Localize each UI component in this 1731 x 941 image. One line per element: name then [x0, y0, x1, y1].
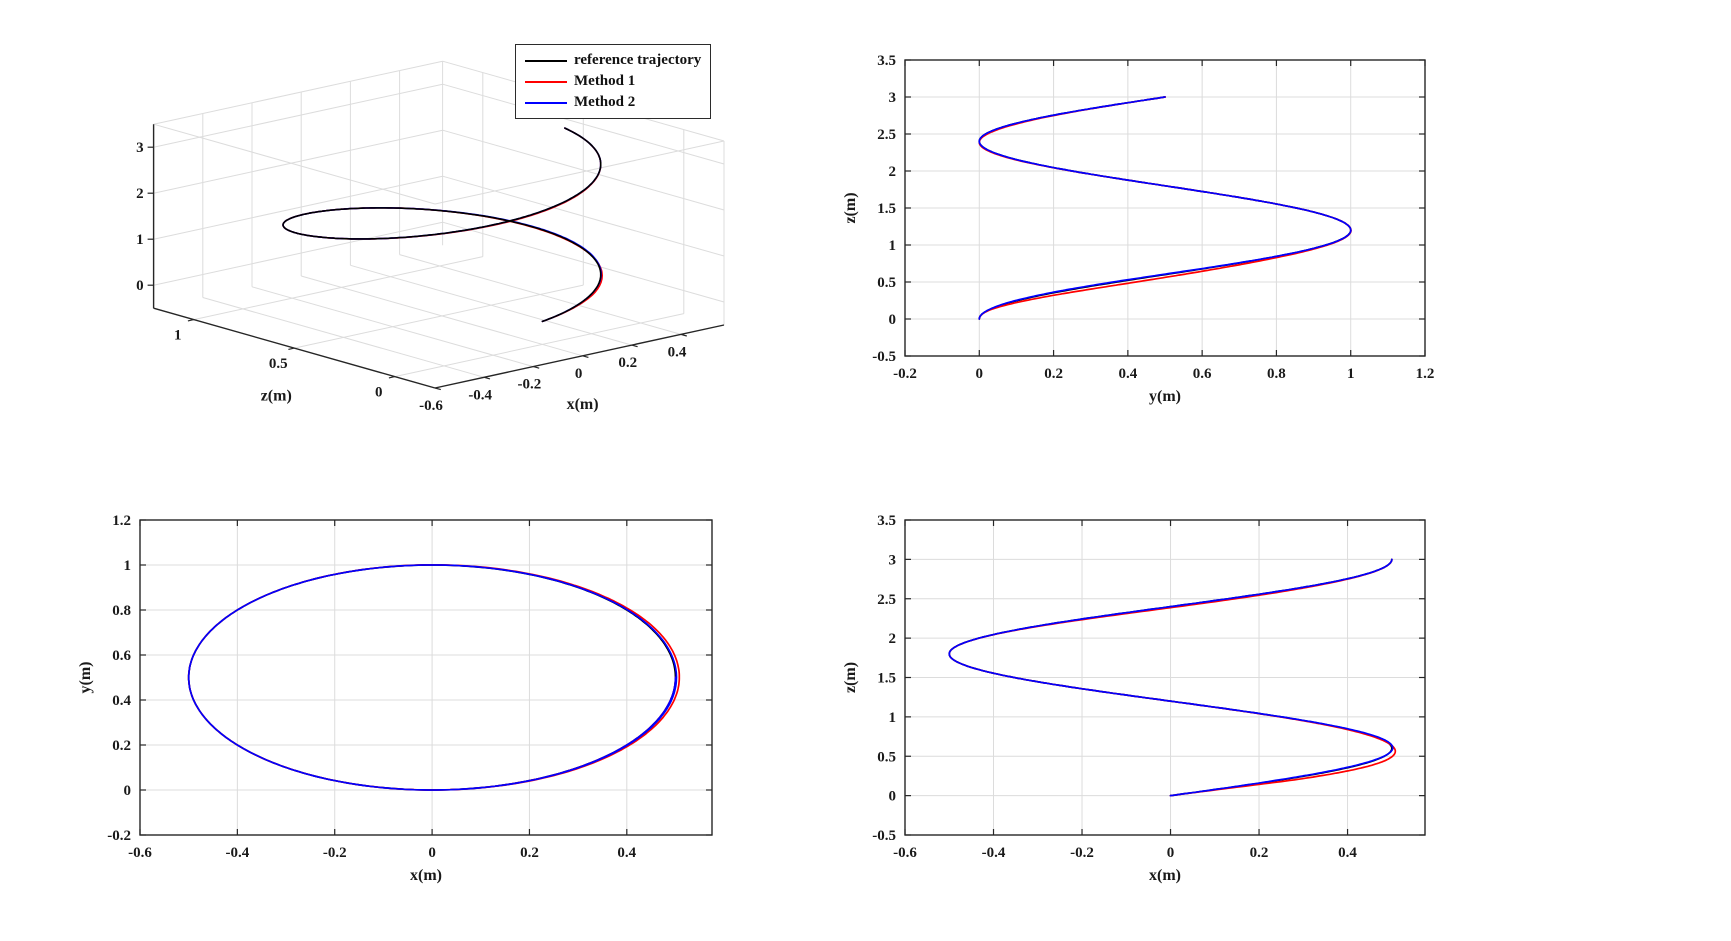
tick-marks [139, 519, 712, 836]
axis-text: 0.4 [668, 344, 687, 360]
plot-frame [139, 519, 713, 836]
axis-text: 0.4 [617, 845, 636, 861]
series-line3d-method-2 [282, 127, 602, 323]
axis-text: 3.5 [877, 53, 896, 69]
subplot-plot-3d: 0 1 2 3 0 0.5 1 -0.6 -0.4 -0.2 0 0.2 0.4 z(m) x(m) [136, 60, 725, 414]
axis-text: 0.5 [877, 275, 896, 291]
grid-3d [153, 60, 725, 389]
legend-label-method2: Method 2 [574, 94, 636, 110]
axis-text: -0.5 [872, 349, 896, 365]
axis-text: -0.2 [323, 845, 347, 861]
axis-text: -0.4 [225, 845, 249, 861]
axis-text: 1.5 [877, 671, 896, 687]
legend-label-method1: Method 1 [574, 73, 636, 89]
series-line3d-reference-trajectory [282, 127, 602, 323]
tick-marks [904, 519, 1425, 836]
legend-item-method2: Method 2 [525, 92, 702, 113]
axis-text: -0.6 [419, 398, 443, 414]
legend-line-swatch-method1 [525, 80, 567, 83]
axis-text: 1.5 [877, 201, 896, 217]
axis-text: 0.4 [1118, 366, 1137, 382]
axis-text: 0.6 [112, 648, 131, 664]
axis-text: 0.2 [1044, 366, 1063, 382]
axis-text: -0.2 [518, 377, 542, 393]
subplot-plot-xy: -0.6 -0.4 -0.2 0 0.2 0.4 -0.2 0 0.2 0.4 0.6 0.8 1 1.2… [77, 513, 713, 884]
axis-text: 0 [976, 366, 984, 382]
axis-text: 0.8 [1267, 366, 1286, 382]
axis-text: 0 [428, 845, 436, 861]
tick-marks [904, 59, 1426, 357]
series-line-method-2 [187, 564, 678, 791]
axis-text: x(m) [1149, 867, 1181, 884]
axis-text: 2 [889, 631, 897, 647]
axis-text: 3 [136, 140, 144, 156]
axis-text: 0 [1167, 845, 1175, 861]
series-line-method-2 [948, 558, 1394, 797]
axis-text: -0.2 [893, 366, 917, 382]
axis-text: 1 [124, 558, 132, 574]
axis-text: -0.2 [107, 828, 131, 844]
axis-text: -0.4 [982, 845, 1006, 861]
grid-lines [139, 519, 712, 836]
axis-text: 0 [889, 789, 897, 805]
axis-text: y(m) [77, 662, 94, 694]
axis-text: x(m) [567, 396, 599, 413]
axis-text: 0.5 [269, 356, 288, 372]
axis-text: 1.2 [112, 513, 131, 529]
axis-text: 0.2 [618, 355, 637, 371]
axis-text: 2 [136, 186, 144, 202]
axis-text: z(m) [842, 662, 859, 693]
axis-text: 2 [889, 164, 897, 180]
legend-label-reference: reference trajectory [574, 52, 702, 68]
axis-text: 0.4 [1338, 845, 1357, 861]
axis-text: y(m) [1149, 388, 1181, 405]
axis-text: 1 [136, 232, 144, 248]
axis-text: -0.6 [128, 845, 152, 861]
legend-line-swatch-reference [525, 59, 567, 62]
axis-text: -0.6 [893, 845, 917, 861]
axis-text: 0 [124, 783, 132, 799]
axis-text: 3 [889, 552, 897, 568]
legend-item-method1: Method 1 [525, 71, 702, 92]
axis-text: -0.4 [468, 387, 492, 403]
axis-text: 1 [889, 710, 897, 726]
axis-text: 0.4 [112, 693, 131, 709]
axes-3d [147, 124, 725, 391]
subplot-plot-yz: -0.2 0 0.2 0.4 0.6 0.8 1 1.2 -0.5 0 0.5 1 1.5 2 2.5 3 3.… [842, 53, 1434, 405]
legend: reference trajectory Method 1 Method 2 [515, 44, 711, 119]
legend-line-swatch-method2 [525, 101, 567, 104]
axis-text: -0.2 [1070, 845, 1094, 861]
series-line-method-2 [978, 96, 1352, 320]
grid-lines [904, 59, 1426, 357]
legend-item-reference: reference trajectory [525, 50, 702, 71]
axis-text: 0.2 [112, 738, 131, 754]
axis-text: 0 [136, 278, 144, 294]
axis-text: 0 [575, 366, 583, 382]
subplot-plot-xz: -0.6 -0.4 -0.2 0 0.2 0.4 -0.5 0 0.5 1 1.5 2 2.5 3 3.5 x… [842, 513, 1426, 884]
axis-text: 3 [889, 90, 897, 106]
axis-text: 1.2 [1416, 366, 1435, 382]
axis-text: z(m) [842, 192, 859, 223]
grid-lines [904, 519, 1425, 836]
axis-text: 0.8 [112, 603, 131, 619]
axis-text: 0 [889, 312, 897, 328]
axis-text: 0.2 [520, 845, 539, 861]
axis-text: -0.5 [872, 828, 896, 844]
axis-text: 1 [1347, 366, 1355, 382]
axis-text: 3.5 [877, 513, 896, 529]
axis-text: 1 [889, 238, 897, 254]
axis-text: 2.5 [877, 592, 896, 608]
axis-text: x(m) [410, 867, 442, 884]
axis-text: z(m) [261, 387, 292, 404]
axis-text: 0.2 [1250, 845, 1269, 861]
axis-text: 0 [375, 385, 383, 401]
axis-text: 0.6 [1193, 366, 1212, 382]
axis-text: 1 [174, 328, 182, 344]
axis-text: 0.5 [877, 749, 896, 765]
axis-text: 2.5 [877, 127, 896, 143]
